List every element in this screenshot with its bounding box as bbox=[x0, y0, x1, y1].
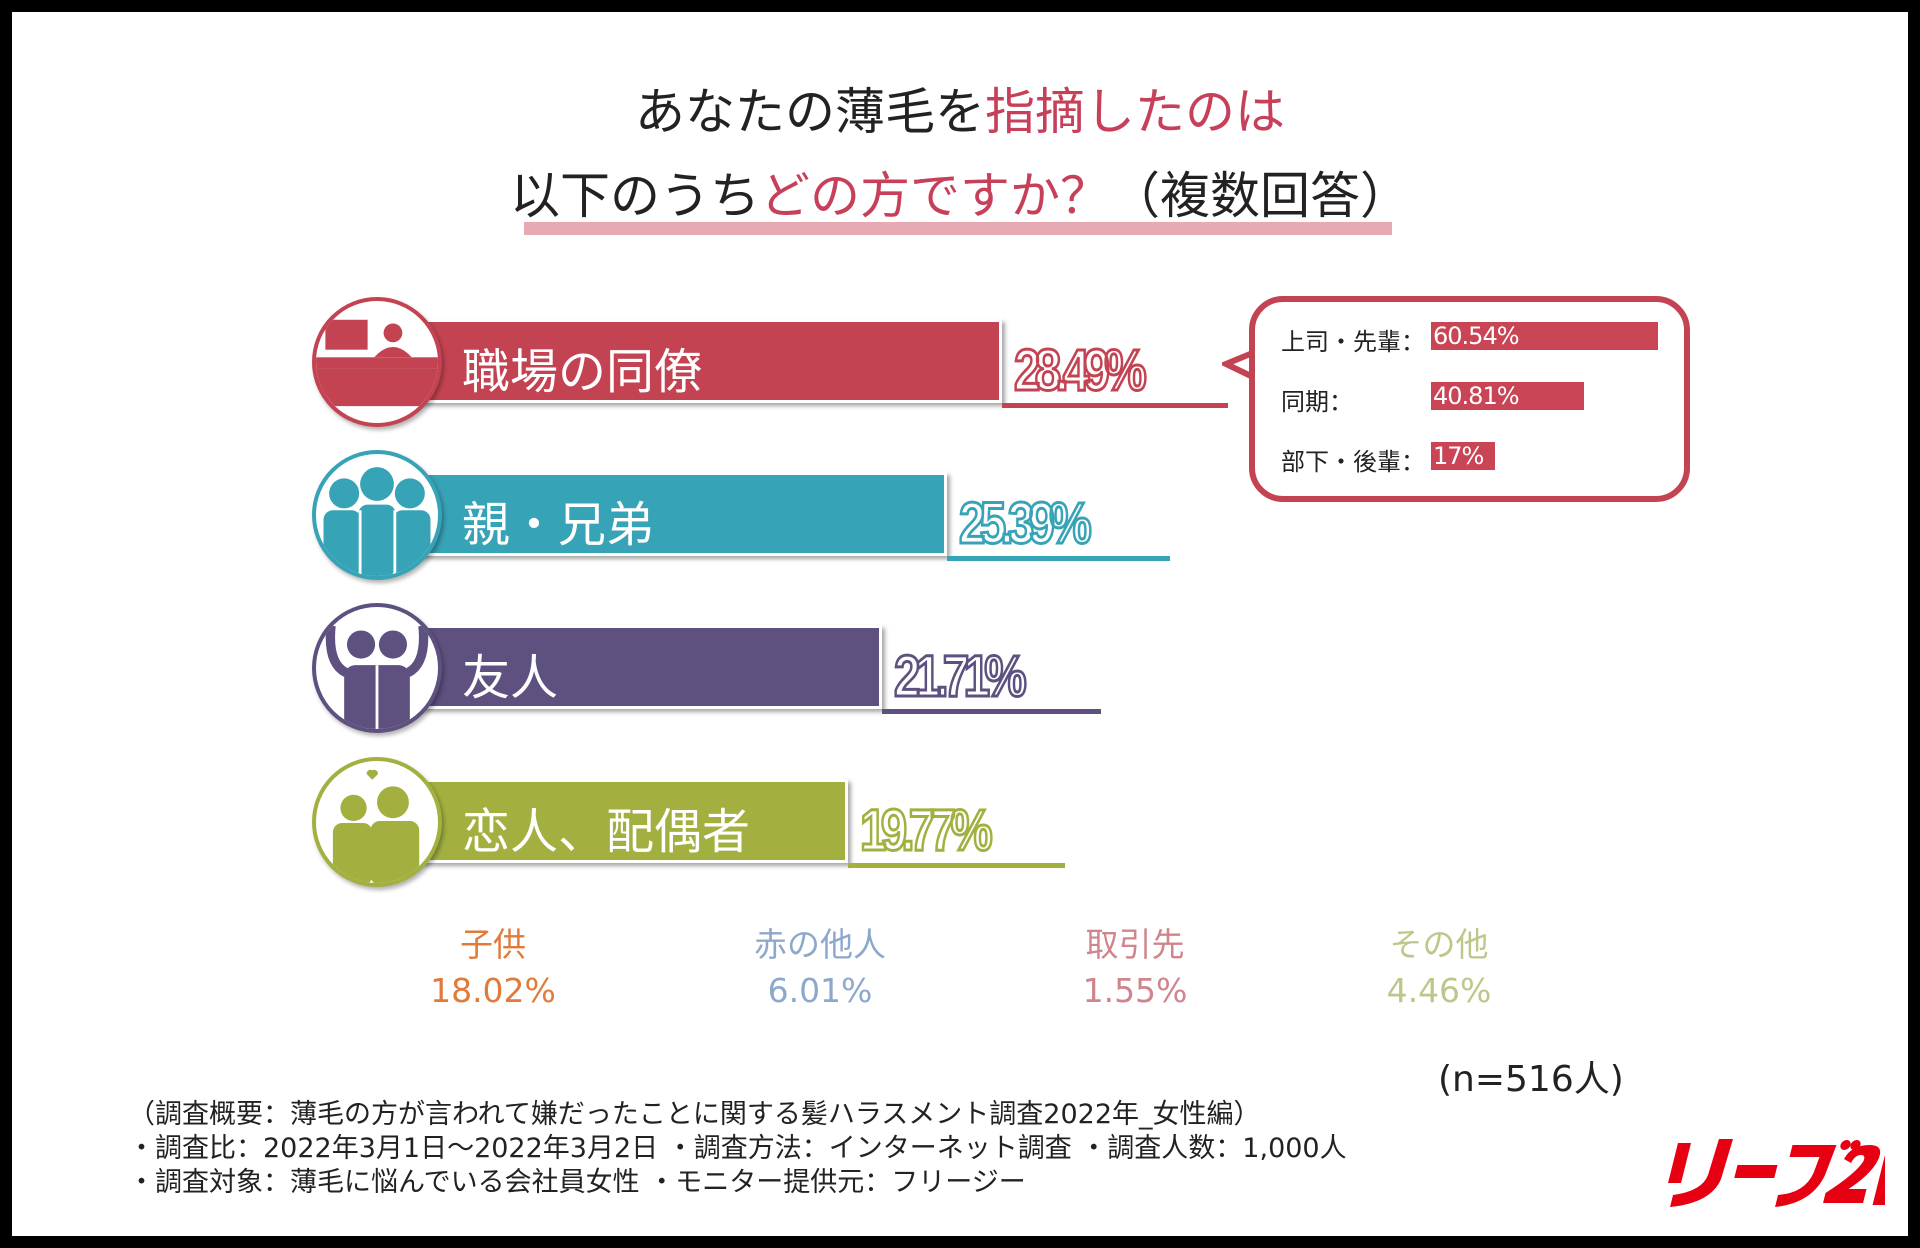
title-line-1: あなたの薄毛を指摘したのは bbox=[0, 72, 1920, 144]
value-underline bbox=[847, 863, 1065, 868]
breakdown-label: 同期： bbox=[1281, 388, 1353, 416]
other-category: その他 4.46% bbox=[1309, 922, 1569, 1014]
breakdown-bar: 60.54% bbox=[1431, 322, 1659, 350]
bar-label: 友人 bbox=[462, 650, 559, 706]
breakdown-label: 部下・後輩： bbox=[1281, 448, 1425, 476]
breakdown-row: 同期： 40.81% bbox=[1281, 382, 1585, 417]
other-label: その他 bbox=[1389, 925, 1489, 964]
bar-row: 友人 21.71% bbox=[0, 603, 1920, 743]
breakdown-label: 上司・先輩： bbox=[1281, 328, 1425, 356]
bar: 親・兄弟 bbox=[400, 472, 948, 556]
other-label: 子供 bbox=[460, 925, 526, 964]
other-value: 18.02% bbox=[430, 971, 556, 1010]
workplace-icon bbox=[312, 297, 442, 427]
title-part: （複数回答） bbox=[1110, 167, 1410, 225]
bar-row: 恋人、配偶者 19.77% bbox=[0, 757, 1920, 897]
title-underline bbox=[524, 222, 1392, 235]
other-category: 取引先 1.55% bbox=[1005, 922, 1265, 1014]
value-underline bbox=[1002, 403, 1229, 408]
breakdown-callout: 上司・先輩： 60.54% 同期： 40.81% 部下・後輩： 17% bbox=[1249, 296, 1690, 502]
other-category: 赤の他人 6.01% bbox=[690, 922, 950, 1014]
family-icon bbox=[312, 450, 442, 580]
breakdown-bar: 17% bbox=[1431, 442, 1495, 470]
brand-logo bbox=[1650, 1135, 1901, 1210]
other-value: 4.46% bbox=[1386, 971, 1492, 1010]
bar-row: 職場の同僚 28.49% bbox=[0, 297, 1920, 437]
breakdown-row: 部下・後輩： 17% bbox=[1281, 442, 1495, 477]
value-label: 19.77% bbox=[859, 797, 994, 865]
friends-icon bbox=[312, 603, 442, 733]
bar: 職場の同僚 bbox=[400, 319, 1003, 403]
logo-mark bbox=[1668, 1139, 1901, 1207]
value-underline bbox=[947, 556, 1171, 561]
survey-note: ・調査対象：薄毛に悩んでいる会社員女性 ・モニター提供元：フリージー bbox=[128, 1167, 1026, 1198]
other-value: 1.55% bbox=[1082, 971, 1188, 1010]
other-value: 6.01% bbox=[767, 971, 873, 1010]
value-underline bbox=[882, 709, 1102, 714]
sample-size: (n=516人) bbox=[1438, 1059, 1624, 1100]
bar: 友人 bbox=[400, 625, 883, 709]
value-label: 25.39% bbox=[958, 490, 1093, 558]
bar-label: 恋人、配偶者 bbox=[462, 804, 751, 860]
title-part: あなたの薄毛を bbox=[635, 83, 985, 141]
bar-label: 職場の同僚 bbox=[462, 344, 703, 400]
title-line-2: 以下のうちどの方ですか？（複数回答） bbox=[0, 156, 1920, 228]
breakdown-row: 上司・先輩： 60.54% bbox=[1281, 322, 1659, 357]
couple-icon bbox=[312, 757, 442, 887]
breakdown-bar: 40.81% bbox=[1431, 382, 1585, 410]
title-part: 以下のうち bbox=[510, 167, 760, 225]
title-highlight: どの方ですか？ bbox=[760, 167, 1110, 225]
other-label: 取引先 bbox=[1085, 925, 1185, 964]
other-category: 子供 18.02% bbox=[363, 922, 623, 1014]
other-label: 赤の他人 bbox=[754, 925, 886, 964]
value-label: 28.49% bbox=[1013, 337, 1148, 405]
value-label: 21.71% bbox=[893, 643, 1028, 711]
bar-label: 親・兄弟 bbox=[462, 497, 655, 553]
bar-row: 親・兄弟 25.39% bbox=[0, 450, 1920, 590]
bar: 恋人、配偶者 bbox=[400, 779, 848, 863]
survey-note: ・調査比：2022年3月1日～2022年3月2日 ・調査方法：インターネット調査… bbox=[128, 1133, 1347, 1164]
title-highlight: 指摘したのは bbox=[985, 83, 1285, 141]
survey-note: （調査概要：薄毛の方が言われて嫌だったことに関する髪ハラスメント調査2022年_… bbox=[128, 1099, 1261, 1130]
